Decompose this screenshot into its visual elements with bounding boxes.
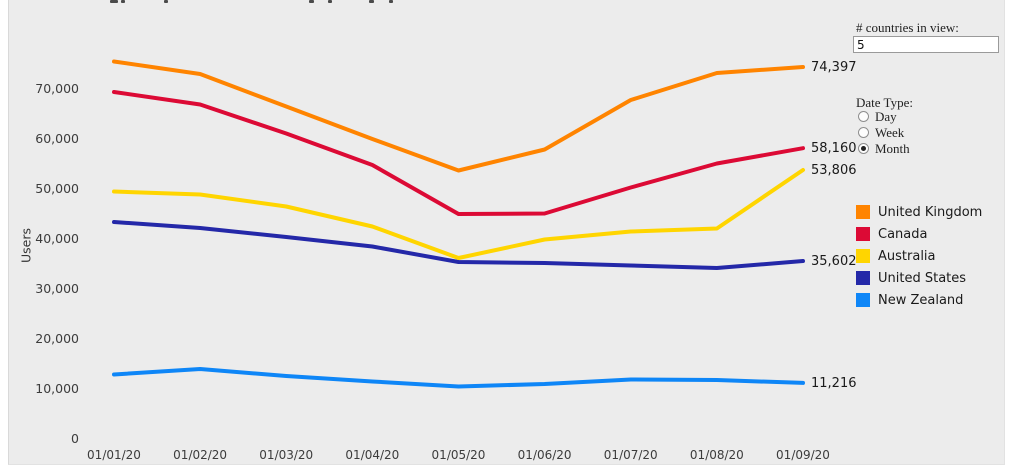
y-tick-label: 50,000 (35, 181, 79, 196)
legend-item[interactable]: Australia (856, 245, 982, 267)
radio-week[interactable]: Week (858, 125, 904, 140)
legend-swatch (856, 249, 870, 263)
series-end-value: 58,160 (811, 141, 857, 157)
date-type-label: Date Type: (856, 95, 913, 110)
series-end-value: 53,806 (811, 162, 857, 178)
radio-label: Month (875, 140, 910, 156)
x-tick-label: 01/07/20 (603, 448, 658, 462)
radio-button-icon[interactable] (858, 127, 869, 138)
series-end-value: 74,397 (811, 60, 857, 75)
legend-swatch (856, 293, 870, 307)
legend-label: United States (878, 270, 967, 286)
series-end-value: 11,216 (811, 375, 857, 391)
radio-button-icon[interactable] (858, 111, 869, 122)
legend-label: Canada (878, 226, 928, 242)
y-tick-label: 70,000 (35, 81, 79, 96)
x-tick-label: 01/08/20 (689, 448, 744, 462)
x-tick-label: 01/06/20 (517, 448, 572, 462)
legend-item[interactable]: United Kingdom (856, 201, 982, 223)
y-tick-label: 60,000 (35, 131, 79, 146)
series-line (112, 220, 805, 270)
radio-day[interactable]: Day (858, 109, 897, 124)
radio-label: Week (875, 124, 905, 140)
radio-button-icon[interactable] (858, 143, 869, 154)
legend-swatch (856, 205, 870, 219)
y-tick-label: 40,000 (35, 231, 79, 246)
chart-panel: Users 0 10,000 20,000 30,000 40,000 50,000 60,… (8, 0, 1005, 465)
series-line (112, 90, 805, 216)
radio-month[interactable]: Month (858, 141, 910, 156)
y-tick-label: 10,000 (35, 381, 79, 396)
x-tick-label: 01/05/20 (431, 448, 486, 462)
series-line (112, 167, 805, 260)
legend-swatch (856, 271, 870, 285)
x-tick-label: 01/04/20 (345, 448, 400, 462)
legend-label: United Kingdom (878, 204, 983, 220)
series-line (112, 367, 805, 389)
x-tick-label: 01/02/20 (173, 448, 228, 462)
y-tick-label: 20,000 (35, 331, 79, 346)
line-chart (112, 59, 805, 389)
legend-item[interactable]: New Zealand (856, 289, 982, 311)
legend-label: New Zealand (878, 292, 964, 308)
legend-swatch (856, 227, 870, 241)
legend-item[interactable]: Canada (856, 223, 982, 245)
x-tick-label: 01/09/20 (776, 448, 830, 462)
countries-in-view-label: # countries in view: (856, 20, 959, 35)
countries-in-view-input[interactable] (853, 36, 999, 53)
legend-label: Australia (878, 248, 936, 264)
x-tick-label: 01/03/20 (259, 448, 314, 462)
series-line (112, 59, 805, 173)
chart-legend: United Kingdom Canada Australia United Stat… (856, 201, 982, 311)
radio-label: Day (875, 108, 897, 124)
x-tick-label: 01/01/20 (87, 448, 141, 462)
y-tick-label: 30,000 (35, 281, 79, 296)
y-tick-label: 0 (71, 431, 79, 446)
series-end-value: 35,602 (811, 253, 857, 269)
legend-item[interactable]: United States (856, 267, 982, 289)
